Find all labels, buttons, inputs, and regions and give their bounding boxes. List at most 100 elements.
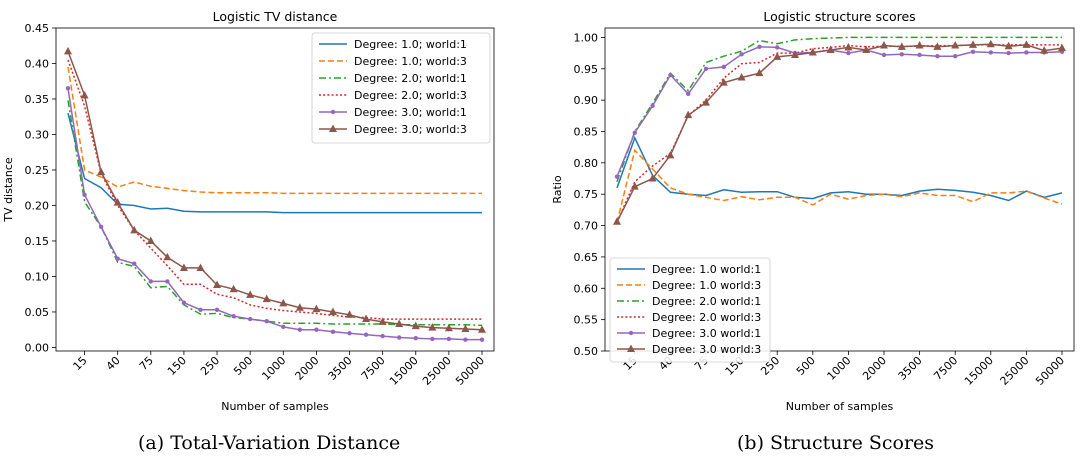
- data-point: [130, 225, 139, 234]
- y-tick-label: 0.90: [574, 94, 599, 107]
- data-point: [951, 41, 960, 49]
- data-point: [614, 174, 620, 179]
- y-axis-label: Ratio: [551, 175, 564, 204]
- y-tick-label: 0.75: [574, 188, 599, 201]
- x-tick-label: 150: [165, 354, 189, 378]
- x-tick-label: 250: [198, 354, 222, 378]
- data-point: [330, 329, 336, 335]
- data-point: [247, 316, 253, 322]
- legend-label: Degree: 2.0 world:3: [652, 311, 761, 324]
- x-tick-label: 7500: [931, 354, 960, 383]
- data-point: [196, 263, 205, 271]
- legend: Degree: 1.0 world:1 Degree: 1.0 world:3 De…: [609, 257, 771, 363]
- data-point: [397, 335, 402, 340]
- data-point: [380, 333, 385, 339]
- data-point: [917, 52, 922, 58]
- data-point: [1004, 41, 1013, 50]
- series-2: [616, 148, 1063, 223]
- y-tick-label: 0.65: [574, 251, 599, 264]
- data-point: [463, 337, 468, 342]
- y-axis-label: TV distance: [2, 157, 15, 223]
- series-6: [613, 39, 1066, 225]
- chart-2: Logistic structure scores 0.50 0.55 0.60 0.6…: [551, 9, 1075, 413]
- data-point: [1040, 46, 1049, 54]
- data-point: [115, 256, 120, 261]
- data-point: [312, 304, 321, 313]
- x-axis-label: Number of samples: [786, 400, 894, 413]
- legend-marker: [330, 109, 336, 115]
- chart-title: Logistic TV distance: [213, 9, 338, 24]
- figure-canvas: Logistic TV distance 0.00 0.05 0.10 0.15 0.20…: [2, 9, 1075, 413]
- data-point: [444, 323, 453, 332]
- legend: Degree: 1.0; world:1 Degree: 1.0; world:3…: [311, 32, 491, 144]
- data-point: [378, 317, 387, 325]
- data-point: [686, 91, 691, 97]
- x-tick-label: 15000: [387, 354, 421, 388]
- data-point: [97, 167, 106, 176]
- y-tick-label: 0.40: [25, 57, 50, 70]
- x-tick-label: 15: [71, 354, 90, 373]
- data-point: [165, 279, 170, 284]
- data-point: [64, 46, 72, 55]
- data-point: [846, 50, 851, 56]
- series-line: [616, 148, 1063, 223]
- x-tick-label: 3500: [896, 354, 925, 383]
- series-line: [616, 44, 1062, 223]
- data-point: [395, 319, 404, 328]
- data-point: [295, 303, 304, 311]
- series-line: [616, 135, 1063, 202]
- legend-label: Degree: 3.0; world:1: [354, 106, 467, 119]
- x-tick-label: 7500: [359, 354, 388, 383]
- y-tick-label: 0.35: [25, 93, 50, 106]
- data-point: [262, 294, 271, 303]
- data-point: [214, 307, 220, 313]
- data-point: [413, 336, 418, 341]
- series-4: [616, 44, 1062, 223]
- y-tick-label: 0.30: [25, 128, 50, 141]
- data-point: [430, 336, 435, 342]
- data-point: [755, 68, 764, 77]
- y-tick-label: 0.55: [574, 314, 599, 327]
- x-axis-label: Number of samples: [221, 400, 329, 413]
- legend-label: Degree: 1.0; world:3: [354, 55, 467, 68]
- x-tick-label: 3500: [326, 354, 355, 383]
- y-tick-label: 0.05: [25, 306, 50, 319]
- data-point: [179, 263, 188, 271]
- data-point: [650, 103, 655, 108]
- data-point: [881, 52, 887, 58]
- data-point: [986, 39, 995, 48]
- x-tick-label: 1000: [825, 354, 854, 383]
- legend-label: Degree: 3.0; world:3: [354, 123, 467, 136]
- y-tick-label: 0.10: [25, 270, 50, 283]
- data-point: [703, 66, 709, 71]
- x-tick-label: 40: [104, 354, 123, 373]
- data-point: [666, 150, 675, 159]
- series-2: [67, 66, 482, 195]
- data-point: [213, 280, 222, 288]
- data-point: [826, 45, 835, 53]
- x-tick-label: 1000: [259, 354, 288, 383]
- legend-label: Degree: 3.0 world:1: [652, 327, 761, 340]
- data-point: [113, 198, 122, 206]
- legend-box: [609, 257, 771, 363]
- x-tick-label: 2000: [293, 354, 322, 383]
- legend-marker: [627, 344, 635, 352]
- data-point: [132, 261, 137, 266]
- chart-title: Logistic structure scores: [763, 9, 915, 24]
- data-point: [721, 64, 726, 70]
- data-point: [970, 49, 976, 55]
- data-point: [897, 42, 906, 50]
- data-point: [953, 54, 958, 59]
- y-tick-label: 0.45: [25, 22, 50, 35]
- y-tick-label: 0.70: [574, 220, 599, 233]
- data-point: [915, 41, 924, 49]
- y-tick-label: 1.00: [574, 31, 599, 44]
- x-tick-label: 500: [794, 354, 818, 378]
- data-point: [668, 72, 673, 78]
- data-point: [297, 327, 303, 332]
- series-line: [616, 46, 1063, 177]
- data-point: [231, 314, 236, 319]
- data-point: [82, 192, 87, 198]
- data-point: [632, 130, 637, 135]
- data-point: [428, 323, 437, 331]
